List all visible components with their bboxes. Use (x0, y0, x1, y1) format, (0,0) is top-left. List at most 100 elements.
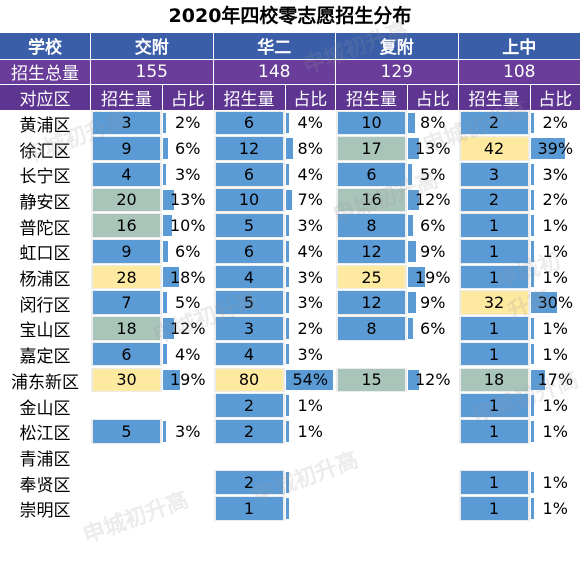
school-total: 129 (336, 59, 458, 84)
count-cell: 18 (91, 316, 162, 341)
heat-fill (460, 471, 528, 494)
pct-bar (408, 241, 416, 262)
pct-cell: 8% (285, 136, 335, 161)
pct-cell: 4% (163, 341, 213, 367)
count-cell: 1 (458, 418, 530, 444)
pct-bar (530, 498, 534, 519)
count-cell: 9 (91, 239, 162, 264)
heat-fill (93, 265, 160, 289)
pct-cell (408, 393, 458, 418)
count-cell: 16 (336, 187, 407, 213)
count-value: 16 (361, 190, 382, 210)
pct-cell (285, 470, 335, 495)
pct-cell: 1% (530, 264, 580, 290)
count-cell: 42 (458, 136, 530, 161)
count-value: 28 (116, 267, 137, 287)
pct-cell: 2% (530, 110, 580, 136)
count-cell: 4 (213, 341, 285, 367)
heat-fill (215, 111, 283, 135)
pct-bar (285, 266, 289, 288)
pct-bar (408, 266, 425, 288)
pct-cell (163, 470, 213, 495)
district-name: 徐汇区 (0, 136, 90, 162)
pct-bar (285, 369, 333, 391)
count-cell (336, 470, 407, 495)
heat-fill (460, 317, 528, 340)
count-value: 1 (488, 473, 500, 493)
count-value: 5 (243, 216, 255, 236)
pct-cell (530, 444, 580, 470)
count-cell (336, 393, 407, 418)
pct-bar (285, 112, 290, 134)
pct-cell: 3% (285, 341, 335, 367)
pct-value: 3% (297, 267, 323, 287)
pct-header: 占比 (163, 85, 213, 110)
count-value: 20 (116, 190, 137, 210)
pct-cell (163, 393, 213, 418)
count-cell: 3 (91, 110, 162, 136)
heat-fill (215, 188, 283, 212)
pct-cell: 3% (163, 161, 213, 187)
pct-cell: 39% (530, 136, 580, 161)
pct-value: 1% (297, 421, 323, 441)
pct-bar (163, 215, 172, 236)
pct-bar (530, 241, 534, 262)
count-value: 1 (488, 421, 500, 441)
pct-value: 3% (175, 164, 201, 184)
pct-bar (285, 241, 290, 262)
pct-cell: 6% (163, 136, 213, 161)
pct-cell: 5% (163, 290, 213, 316)
pct-value: 54% (292, 370, 329, 390)
pct-value: 4% (175, 344, 201, 364)
school-name: 交附 (91, 33, 213, 59)
pct-cell: 13% (163, 187, 213, 213)
pct-value: 3% (297, 216, 323, 236)
heat-fill (215, 291, 283, 315)
count-cell: 9 (91, 136, 162, 161)
pct-cell (408, 418, 458, 444)
count-cell (336, 341, 407, 367)
heat-fill (338, 188, 405, 212)
pct-value: 1% (297, 396, 323, 416)
count-cell: 7 (91, 290, 162, 316)
count-value: 5 (243, 293, 255, 313)
pct-bar (285, 215, 289, 236)
school-name: 上中 (458, 33, 580, 59)
pct-value: 1% (542, 241, 568, 261)
count-cell: 8 (336, 213, 407, 238)
pct-cell: 1% (285, 418, 335, 444)
pct-cell: 30% (530, 290, 580, 316)
heat-fill (93, 137, 160, 160)
pct-value: 6% (175, 139, 201, 159)
district-name: 黄浦区 (0, 110, 90, 137)
heat-fill (460, 419, 528, 443)
heat-fill (93, 291, 160, 315)
heat-fill (93, 240, 160, 263)
count-value: 5 (121, 421, 132, 441)
heat-fill (215, 137, 283, 160)
pct-value: 3% (297, 344, 323, 364)
pct-value: 1% (542, 396, 568, 416)
district-name: 长宁区 (0, 161, 90, 188)
heat-fill (338, 240, 405, 263)
count-cell (458, 444, 530, 470)
pct-cell (408, 470, 458, 495)
count-cell: 28 (91, 264, 162, 290)
pct-cell: 13% (408, 136, 458, 161)
pct-value: 18% (169, 267, 206, 287)
pct-bar (530, 292, 557, 314)
count-value: 17 (361, 139, 382, 159)
count-value: 80 (238, 370, 260, 390)
pct-value: 12% (414, 190, 451, 210)
count-cell: 1 (458, 470, 530, 495)
heat-fill (215, 394, 283, 417)
count-cell: 2 (458, 110, 530, 136)
heat-fill (460, 240, 528, 263)
district-name: 金山区 (0, 393, 90, 419)
count-cell (336, 496, 407, 521)
count-cell: 25 (336, 264, 407, 290)
heat-fill (338, 368, 405, 392)
pct-cell: 10% (163, 213, 213, 238)
pct-value: 4% (297, 113, 323, 133)
count-value: 42 (483, 139, 505, 159)
